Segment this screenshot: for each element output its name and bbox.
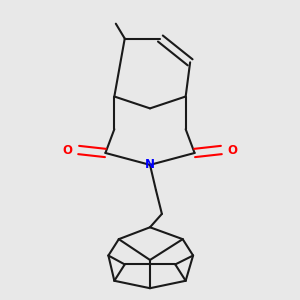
Text: N: N bbox=[145, 158, 155, 171]
Text: O: O bbox=[62, 143, 72, 157]
Text: O: O bbox=[228, 143, 238, 157]
